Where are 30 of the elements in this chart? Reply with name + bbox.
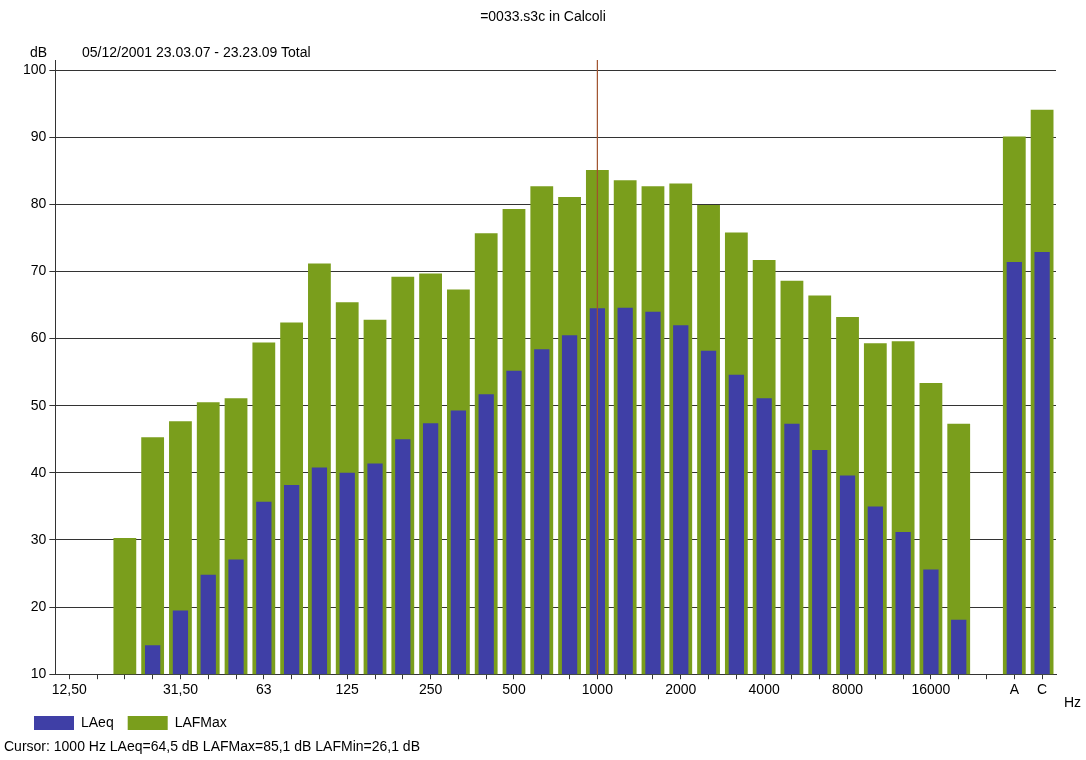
x-tick-label: C: [1037, 681, 1048, 698]
x-tick-label: 16000: [911, 681, 951, 698]
text: Cursor: 1000 Hz LAeq=64,5 dB LAFMax=85,1 dB LAFMin=26,1 dB: [4, 738, 420, 754]
x-tick-label: 12,50: [51, 681, 87, 698]
x-tick-label: 250: [418, 681, 443, 698]
y-tick-label: 20: [30, 597, 47, 614]
legend-label: LAeq: [81, 713, 114, 730]
x-tick-label: 125: [335, 681, 360, 698]
y-axis-title: dB: [30, 44, 48, 60]
y-tick-label: 100: [23, 60, 47, 77]
chart-subtitle: 05/12/2001 23.03.07 - 23.23.09 Total: [82, 44, 311, 60]
y-tick-label: 80: [30, 195, 47, 212]
y-tick-label: 60: [30, 329, 47, 346]
x-tick-label: A: [1009, 681, 1020, 698]
x-tick-label: 2000: [665, 681, 697, 698]
y-tick-label: 10: [30, 665, 47, 682]
x-tick-label: 500: [502, 681, 526, 698]
y-tick-label: 70: [30, 262, 47, 279]
x-tick-label: 1000: [581, 681, 614, 698]
x-tick-label: 4000: [748, 681, 780, 698]
x-axis-title: Hz: [1064, 694, 1082, 710]
y-tick-label: 40: [30, 463, 47, 480]
x-tick-label: 8000: [831, 681, 864, 698]
y-tick-label: 90: [30, 128, 47, 145]
x-tick-label: 31,50: [162, 681, 199, 698]
x-tick-label: 63: [256, 681, 272, 698]
chart-title: =0033.s3c in Calcoli: [479, 8, 607, 24]
y-tick-label: 50: [30, 396, 47, 413]
legend-label: LAFMax: [174, 713, 227, 730]
y-tick-label: 30: [30, 530, 47, 547]
